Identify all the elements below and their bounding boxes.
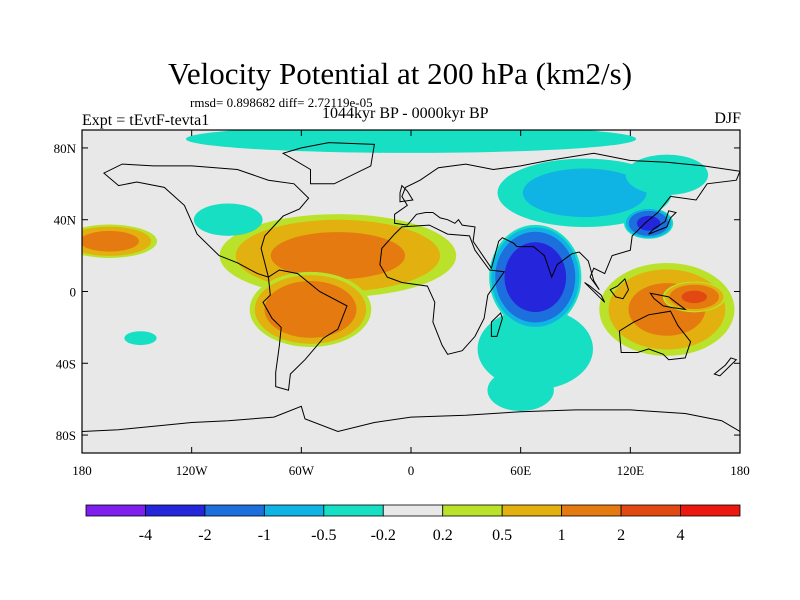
colorbar-swatch [145,504,206,517]
coastline-north-america [102,163,310,278]
x-tick-label: 120W [176,463,209,478]
period-label: 1044kyr BP - 0000kyr BP [322,105,489,122]
stats-label: rmsd= 0.898682 diff= 2.72119e-05 [190,95,373,110]
anomaly-coral-sea-high [681,290,708,304]
colorbar-swatch [263,504,325,517]
coastline-greenland [281,142,375,185]
colorbar-swatch [501,504,563,517]
y-tick-label: 0 [70,285,77,300]
y-tick-label: 40S [56,356,76,371]
colorbar-label: -0.2 [371,527,396,544]
contour-field [82,130,735,412]
colorbar-label: -0.5 [311,527,336,544]
colorbar-label: 0.5 [492,527,512,544]
colorbar-label: -4 [139,527,152,544]
colorbar-label: -2 [198,527,211,544]
anomaly-tropical-atlantic-high [270,232,406,280]
colorbar-swatch [442,504,503,517]
anomaly-indian-ocean-trough [477,308,594,390]
coastline-borneo-sumatra [584,282,606,303]
colorbar-swatch [561,504,622,517]
colorbar-label: 0.2 [433,527,453,544]
coastline-japan [648,210,677,235]
coastline-antarctica [82,405,740,433]
coastline-new-guinea [649,292,688,311]
season-label: DJF [714,110,741,127]
colorbar-label: -1 [258,527,271,544]
coastline-africa [379,224,506,355]
y-tick-label: 80S [56,428,76,443]
x-tick-label: 60E [510,463,531,478]
colorbar-swatch [620,504,681,517]
x-tick-label: 60W [289,463,315,478]
colorbar-label: 1 [558,527,566,544]
anomaly-north-pacific-high [82,230,139,252]
y-tick-label: 40N [54,213,77,228]
y-tick-label: 80N [54,141,77,156]
anomaly-arabian-sea-low [504,242,567,313]
coastline-australia [618,310,692,361]
colorbar-swatch [680,504,741,517]
x-tick-label: 180 [72,463,92,478]
chart-title: Velocity Potential at 200 hPa (km2/s) [167,56,633,91]
anomaly-eurasian-low [522,168,647,218]
anomaly-arctic-ring [185,130,637,153]
colorbar-label: 2 [617,527,625,544]
coastline-british-isles [399,184,414,203]
coastline-eurasia [394,152,740,290]
anomaly-east-asia-low [636,215,661,231]
colorbar-swatch [85,504,146,517]
colorbar-swatch [323,504,384,517]
anomaly-north-america-low [193,203,263,236]
x-tick-label: 180 [730,463,750,478]
colorbar-swatch [382,504,444,517]
coastline-south-america [262,269,348,391]
colorbar-label: 4 [677,527,685,544]
coastline-borneo [609,277,630,300]
anomaly-south-pacific-weak-low [124,331,157,346]
coastline-new-zealand [713,357,738,377]
coastlines [82,142,740,433]
coastline-madagascar [490,312,503,337]
x-tick-label: 0 [408,463,415,478]
anomaly-south-america-high [264,281,357,338]
x-tick-label: 120E [617,463,645,478]
anomaly-indian-ocean-trough-extension [487,369,554,412]
experiment-label: Expt = tEvtF-tevta1 [82,112,210,129]
colorbar-swatch [204,504,265,517]
